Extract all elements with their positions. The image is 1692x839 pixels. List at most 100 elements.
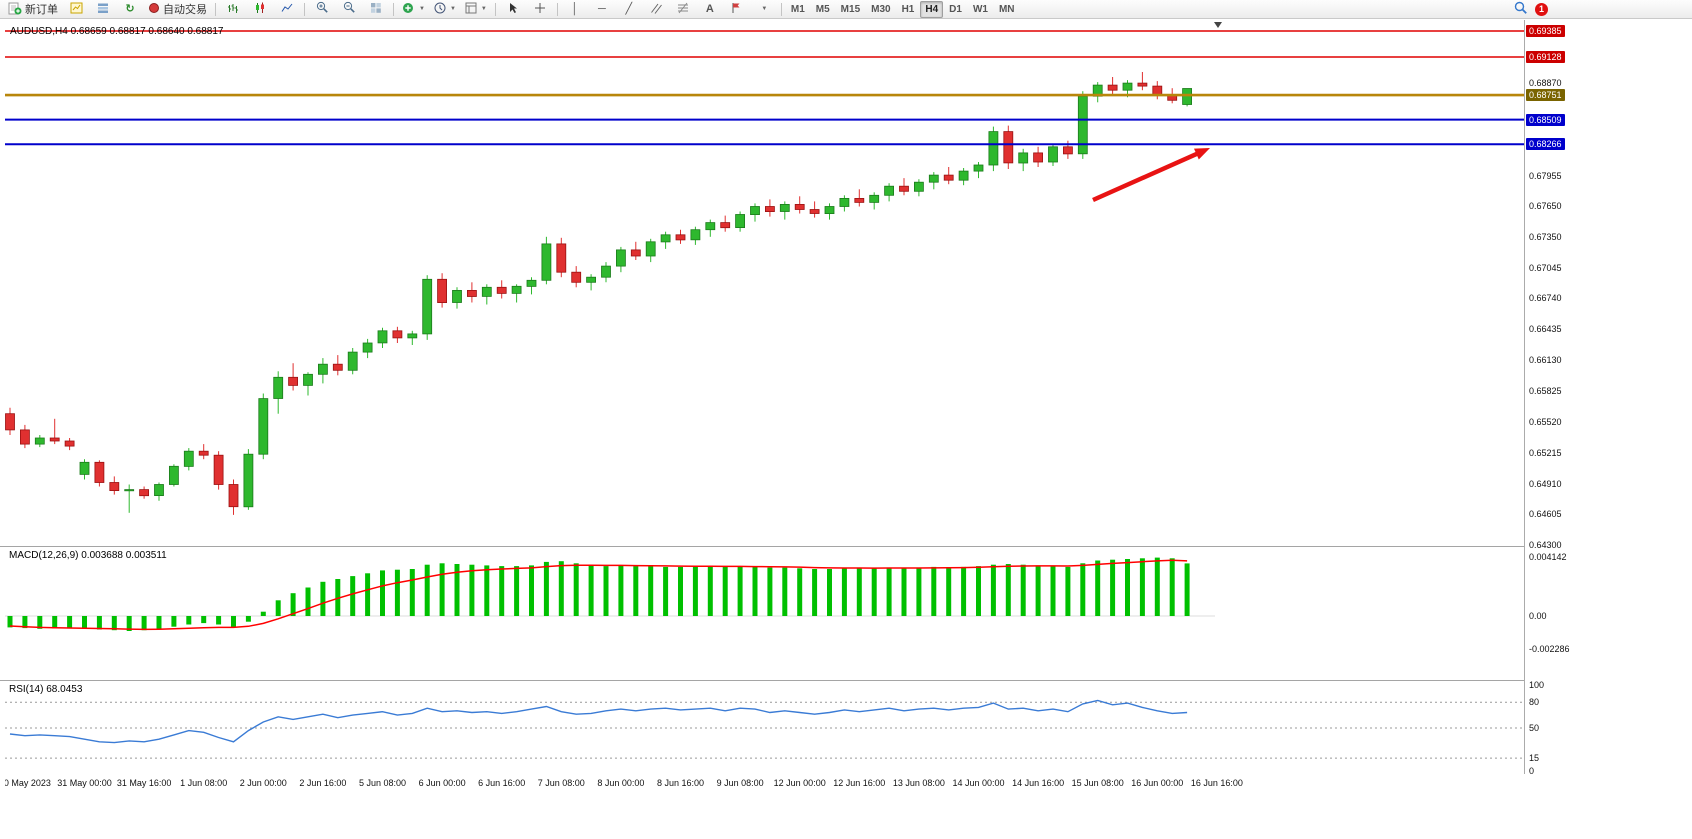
zoom-in-icon xyxy=(316,1,329,17)
rsi-label: RSI(14) 68.0453 xyxy=(9,684,83,695)
bar-chart-icon xyxy=(227,2,239,17)
chevron-down-icon: ▼ xyxy=(761,6,768,12)
time-label: 8 Jun 16:00 xyxy=(656,778,705,788)
chevron-down-icon: ▼ xyxy=(480,6,487,12)
timeframe-h4[interactable]: H4 xyxy=(920,0,944,18)
macd-axis-label: 0.00 xyxy=(1529,611,1547,621)
time-label: 14 Jun 16:00 xyxy=(1012,778,1065,788)
toolbar-separator xyxy=(215,2,216,16)
time-label: 14 Jun 00:00 xyxy=(952,778,1005,788)
tile-windows-button[interactable] xyxy=(363,0,389,18)
templates-icon xyxy=(465,2,477,17)
crosshair-button[interactable] xyxy=(527,0,553,18)
time-label: 16 Jun 16:00 xyxy=(1190,778,1243,788)
label-flag-icon xyxy=(731,2,742,17)
axis-label: 0.67045 xyxy=(1529,262,1562,273)
axis-label: 0.67650 xyxy=(1529,201,1562,212)
axis-label: 0.64300 xyxy=(1529,540,1562,551)
price-axis[interactable]: 0.68870 0.67955 0.67650 0.67350 0.67045 0.667… xyxy=(1524,20,1585,776)
horizontal-line-button[interactable]: ─ xyxy=(589,0,615,18)
timeframe-h1[interactable]: H1 xyxy=(901,3,915,15)
vertical-line-button[interactable]: │ xyxy=(562,0,588,18)
candlestick-chart-button[interactable] xyxy=(247,0,273,18)
rsi-axis-label: 50 xyxy=(1529,723,1540,733)
toolbar-separator xyxy=(780,2,782,16)
symbol-title: AUDUSD,H4 0.68659 0.68817 0.68640 0.6881… xyxy=(10,26,224,37)
rsi-axis-label: 100 xyxy=(1529,680,1545,690)
timeframe-d1[interactable]: D1 xyxy=(949,3,962,15)
axis-label: 0.64605 xyxy=(1529,509,1562,520)
line-chart-button[interactable] xyxy=(274,0,300,18)
macd-axis-label: -0.002286 xyxy=(1529,643,1570,654)
axis-label: 0.65825 xyxy=(1529,385,1562,396)
refresh-button[interactable]: ↻ xyxy=(117,0,143,18)
new-order-label: 新订单 xyxy=(25,4,58,16)
crosshair-icon xyxy=(534,2,546,17)
timeframe-m5[interactable]: M5 xyxy=(815,3,830,15)
new-order-icon xyxy=(8,1,22,18)
cursor-button[interactable] xyxy=(500,0,526,18)
autotrading-label: 自动交易 xyxy=(163,4,207,16)
new-chart-button[interactable] xyxy=(63,0,89,18)
zoom-out-icon xyxy=(343,1,356,17)
axis-label: 0.66740 xyxy=(1529,293,1562,304)
bar-chart-button[interactable] xyxy=(220,0,246,18)
vertical-line-icon: │ xyxy=(571,2,579,15)
zoom-in-button[interactable] xyxy=(309,0,335,18)
timeframe-m15[interactable]: M15 xyxy=(840,3,861,15)
toolbar: 新订单 ↻ 自动交易 ▼ ▼ ▼ xyxy=(0,0,1692,19)
indicators-icon xyxy=(402,2,415,17)
fibonacci-button[interactable] xyxy=(670,0,696,18)
autotrading-button[interactable]: 自动交易 xyxy=(144,0,211,18)
profiles-button[interactable] xyxy=(90,0,116,18)
templates-button[interactable]: ▼ xyxy=(461,0,491,18)
timeframe-m1[interactable]: M1 xyxy=(790,3,805,15)
candlestick-chart[interactable]: AUDUSD,H4 0.68659 0.68817 0.68640 0.6881… xyxy=(5,20,1524,546)
axis-label: 0.67350 xyxy=(1529,231,1562,242)
rsi-panel[interactable]: RSI(14) 68.0453 xyxy=(5,681,1524,774)
time-label: 2 Jun 00:00 xyxy=(239,778,287,788)
channel-button[interactable] xyxy=(643,0,669,18)
timeframe-m30[interactable]: M30 xyxy=(871,3,891,15)
tile-windows-icon xyxy=(370,2,382,17)
panel-splitter[interactable] xyxy=(0,680,1572,681)
macd-panel[interactable]: MACD(12,26,9) 0.003688 0.003511 xyxy=(5,547,1524,680)
timeframe-w1[interactable]: W1 xyxy=(972,3,988,15)
notification-badge[interactable]: 1 xyxy=(1535,2,1548,16)
time-label: 5 Jun 08:00 xyxy=(358,778,407,788)
profiles-icon xyxy=(97,2,109,17)
horizontal-line-icon: ─ xyxy=(597,2,606,15)
candlestick-chart-icon xyxy=(254,2,266,17)
line-chart-icon xyxy=(281,2,293,17)
time-label: 9 Jun 08:00 xyxy=(716,778,764,788)
toolbar-separator xyxy=(393,2,394,16)
price-tag: 0.68266 xyxy=(1526,138,1565,151)
channel-icon xyxy=(650,2,662,17)
clock-icon xyxy=(434,2,446,17)
new-order-button[interactable]: 新订单 xyxy=(4,0,62,18)
search-button[interactable] xyxy=(1508,0,1534,18)
shapes-button[interactable]: ▼ xyxy=(751,0,777,18)
trendline-button[interactable]: ╱ xyxy=(616,0,642,18)
label-button[interactable] xyxy=(724,0,750,18)
price-tag: 0.69385 xyxy=(1526,25,1565,38)
periods-button[interactable]: ▼ xyxy=(430,0,460,18)
time-label: 12 Jun 00:00 xyxy=(773,778,826,788)
time-label: 6 Jun 16:00 xyxy=(478,778,526,788)
indicators-button[interactable]: ▼ xyxy=(398,0,429,18)
macd-label: MACD(12,26,9) 0.003688 0.003511 xyxy=(9,550,167,561)
cursor-icon xyxy=(508,2,518,17)
price-tag: 0.69128 xyxy=(1526,51,1565,63)
zoom-out-button[interactable] xyxy=(336,0,362,18)
axis-label: 0.66435 xyxy=(1529,324,1562,335)
time-label: 15 Jun 08:00 xyxy=(1071,778,1124,788)
rsi-axis-label: 15 xyxy=(1529,753,1540,764)
panel-splitter[interactable] xyxy=(0,546,1572,547)
text-button[interactable]: A xyxy=(697,0,723,18)
timeframe-mn[interactable]: MN xyxy=(998,3,1015,15)
price-tag: 0.68751 xyxy=(1526,89,1565,102)
macd-axis-label: 0.004142 xyxy=(1529,552,1567,562)
time-axis[interactable]: 30 May 2023 31 May 00:00 31 May 16:00 1 Jun… xyxy=(5,774,1524,796)
axis-label: 0.67955 xyxy=(1529,170,1562,181)
price-tag: 0.68509 xyxy=(1526,113,1565,126)
